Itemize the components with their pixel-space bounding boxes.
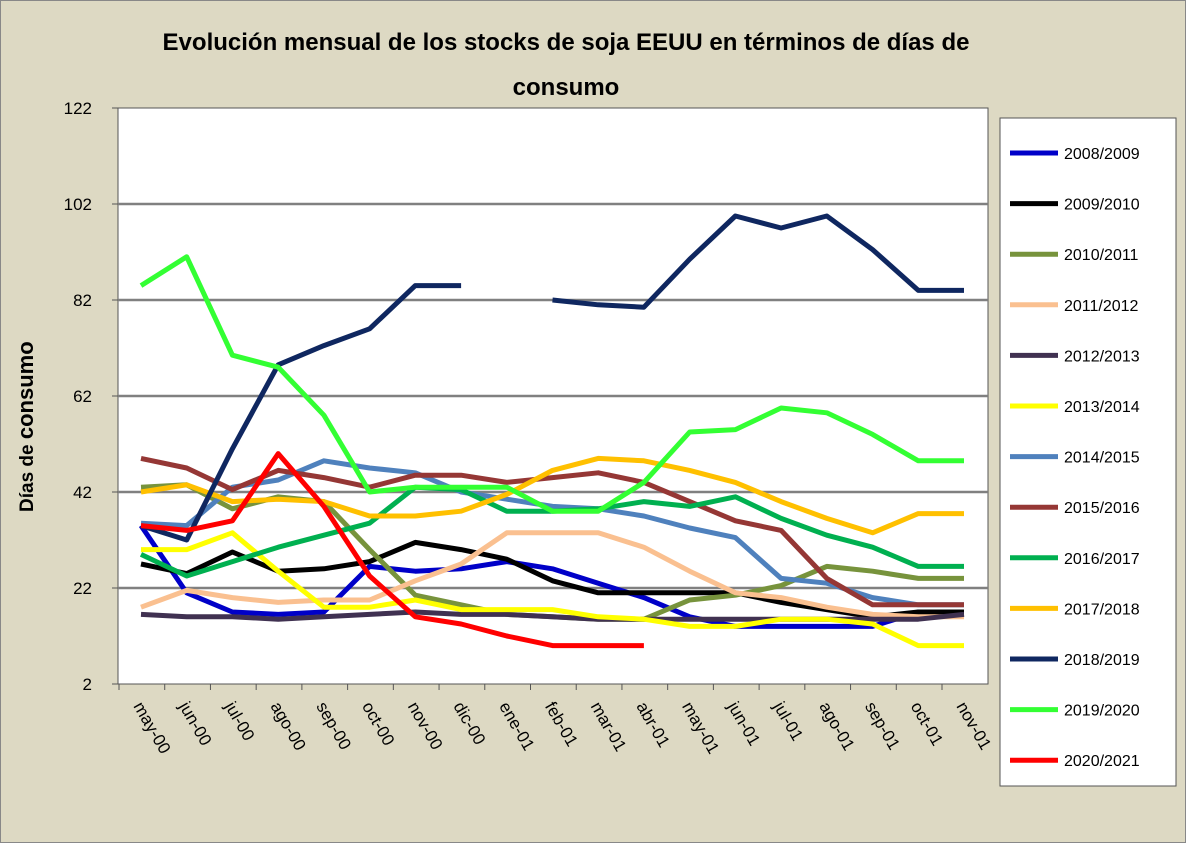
legend-label: 2012/2013 xyxy=(1064,348,1140,365)
legend-label: 2008/2009 xyxy=(1064,146,1140,163)
legend xyxy=(999,117,1177,787)
legend-label: 2013/2014 xyxy=(1064,399,1140,416)
legend-label: 2019/2020 xyxy=(1064,703,1140,720)
chart-title-line2: consumo xyxy=(513,74,620,101)
series-line-2020-2021 xyxy=(140,451,644,649)
y-tick-label: 2 xyxy=(83,675,92,694)
legend-label: 2018/2019 xyxy=(1064,652,1140,669)
series-line-2013-2014 xyxy=(141,530,964,649)
legend-label: 2011/2012 xyxy=(1064,298,1139,315)
legend-label: 2017/2018 xyxy=(1064,601,1140,618)
y-axis-label: Días de consumo xyxy=(13,341,38,512)
y-axis-label-part2: consumo xyxy=(13,341,38,439)
series-line-2014-2015 xyxy=(140,458,964,608)
series-line-2011-2012 xyxy=(140,530,964,620)
y-tick-label: 62 xyxy=(73,387,92,406)
series-line-2018-2019 xyxy=(140,213,964,543)
legend-label: 2010/2011 xyxy=(1064,247,1139,264)
series-line-2015-2016 xyxy=(140,455,964,608)
y-axis-label-part1: Días de xyxy=(17,439,38,512)
y-tick-label: 82 xyxy=(73,291,92,310)
legend-label: 2016/2017 xyxy=(1064,551,1140,568)
legend-label: 2020/2021 xyxy=(1064,753,1140,770)
y-tick-label: 102 xyxy=(64,195,92,214)
legend-label: 2015/2016 xyxy=(1064,500,1140,517)
chart-title-line1: Evolución mensual de los stocks de soja … xyxy=(163,29,970,56)
legend-label: 2009/2010 xyxy=(1064,197,1140,214)
legend-label: 2014/2015 xyxy=(1064,450,1140,467)
series-line-2017-2018 xyxy=(140,455,964,536)
series-line-2008-2009 xyxy=(138,524,964,629)
y-tick-label: 122 xyxy=(64,99,92,118)
y-tick-label: 42 xyxy=(73,483,92,502)
y-tick-label: 22 xyxy=(73,579,92,598)
series-line-2019-2020 xyxy=(139,254,964,514)
